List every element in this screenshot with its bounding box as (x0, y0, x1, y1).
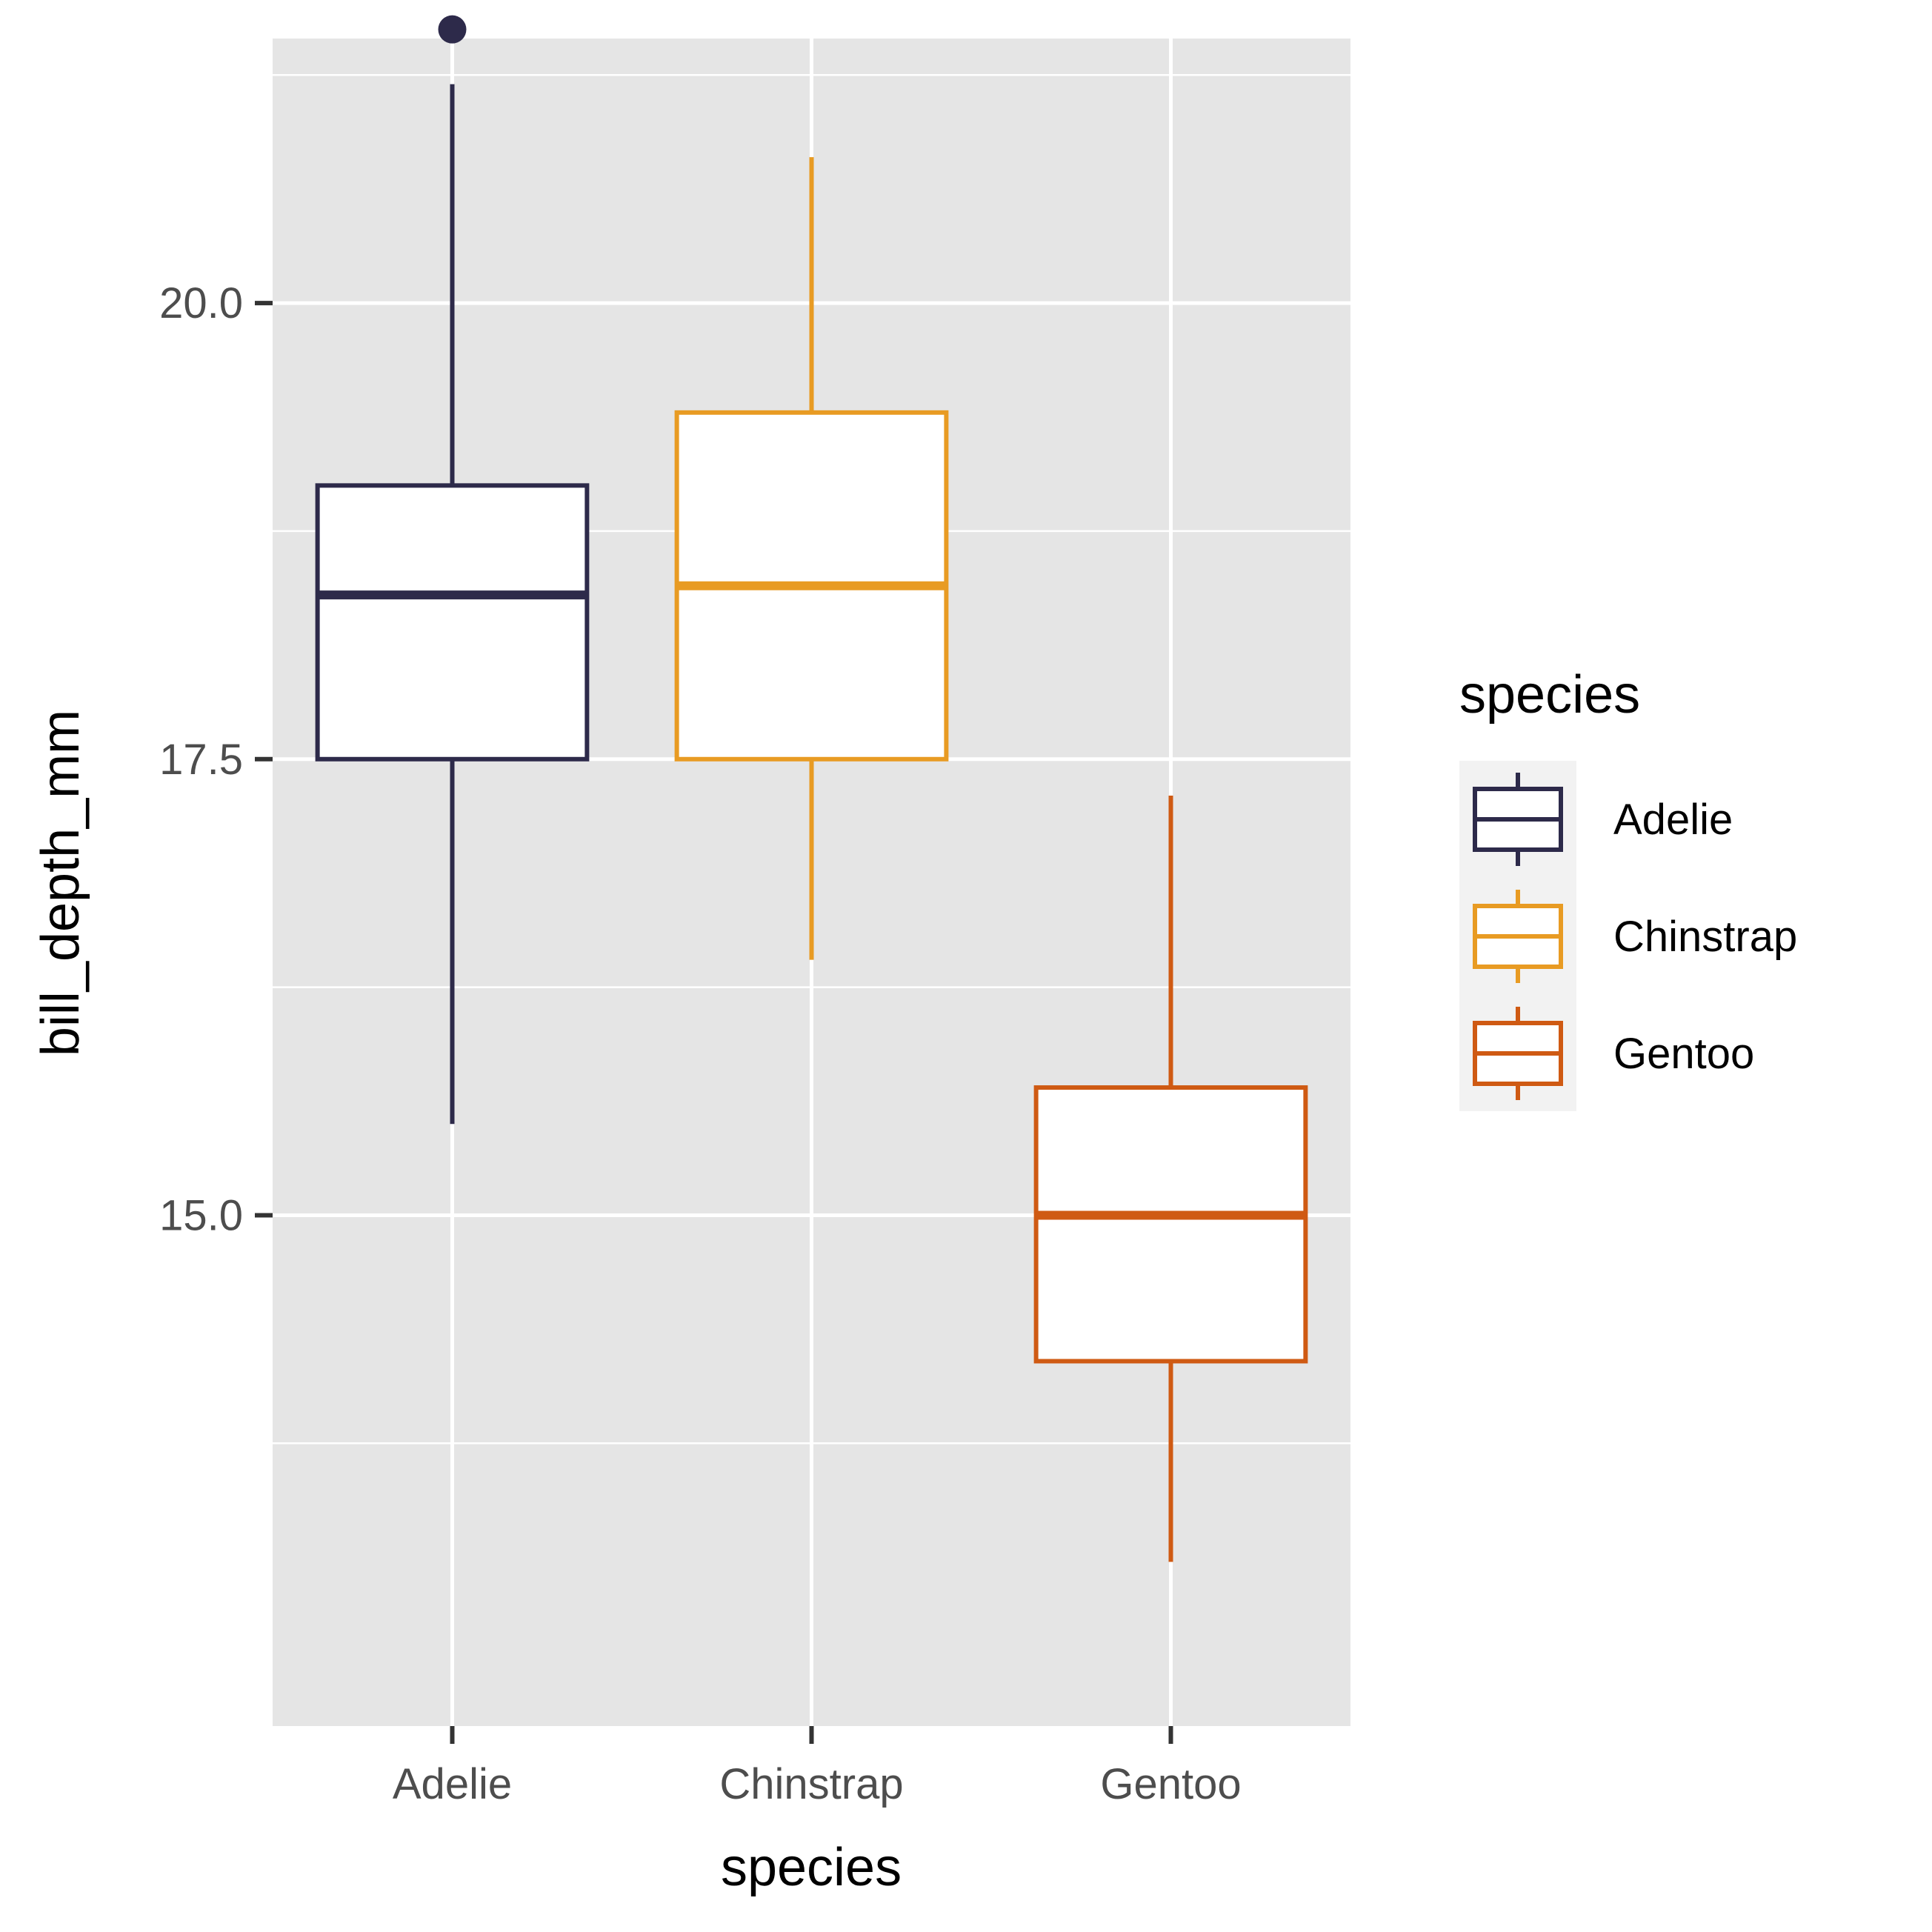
legend: species Adelie Chinstrap Gentoo (1459, 665, 1797, 1111)
legend-title: species (1459, 665, 1640, 724)
box-chinstrap (674, 157, 949, 960)
outlier-point (438, 15, 467, 44)
y-tick-label: 15.0 (159, 1191, 243, 1239)
y-tick-label: 20.0 (159, 279, 243, 327)
y-axis-title: bill_depth_mm (31, 710, 90, 1056)
box-iqr (1033, 1085, 1308, 1364)
box-gentoo (1033, 796, 1308, 1562)
legend-label: Chinstrap (1613, 913, 1797, 961)
x-tick-label: Chinstrap (719, 1760, 903, 1808)
y-tick-label: 17.5 (159, 736, 243, 784)
x-tick-label: Gentoo (1100, 1760, 1241, 1808)
legend-label: Gentoo (1613, 1030, 1754, 1078)
legend-key-gentoo (1473, 1007, 1563, 1100)
legend-label: Adelie (1613, 796, 1733, 844)
x-axis-title: species (721, 1838, 902, 1897)
legend-key-chinstrap (1473, 890, 1563, 983)
box-iqr (315, 483, 590, 762)
x-tick-label: Adelie (393, 1760, 512, 1808)
legend-key-adelie (1473, 773, 1563, 866)
box-adelie (315, 15, 590, 1125)
boxes (315, 15, 1308, 1562)
y-axis: 15.0 17.5 20.0 (159, 279, 273, 1239)
legend-entries: Adelie Chinstrap Gentoo (1473, 773, 1797, 1100)
x-axis: Adelie Chinstrap Gentoo (393, 1726, 1242, 1808)
